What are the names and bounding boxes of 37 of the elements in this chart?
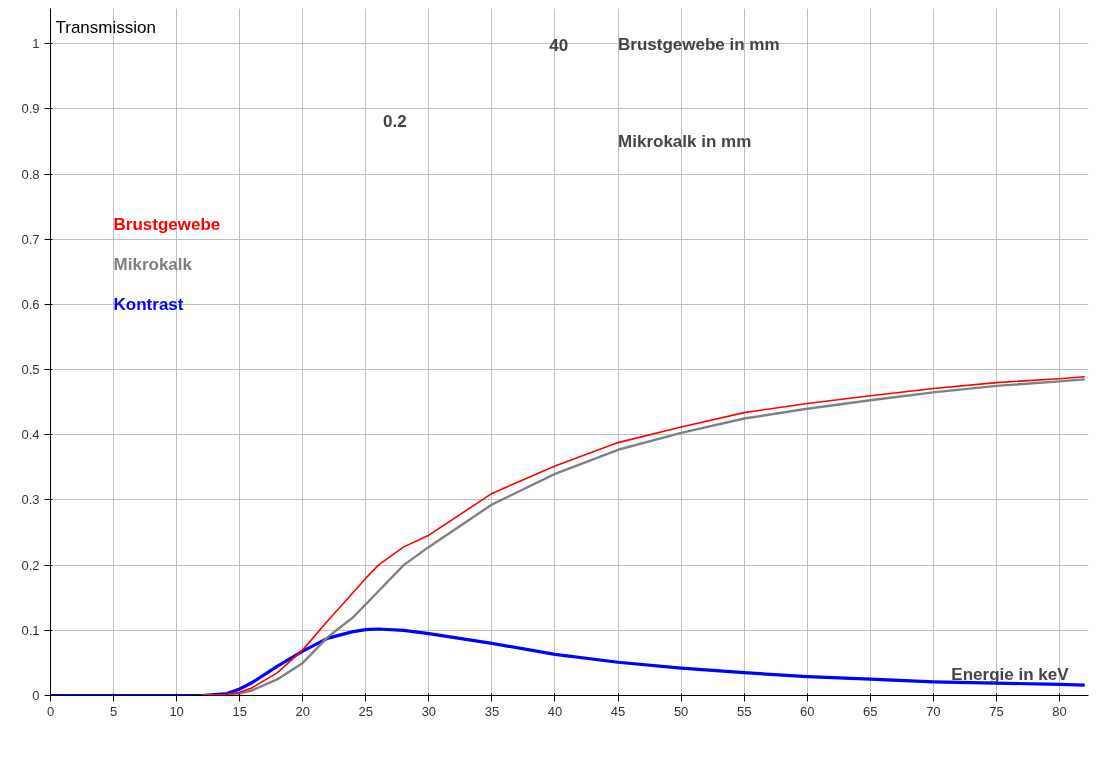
annotation: Mikrokalk in mm <box>618 131 752 151</box>
y-tick-label: 1 <box>32 36 40 52</box>
y-axis-title: Transmission <box>55 17 156 37</box>
y-tick-label: 0.4 <box>21 427 40 443</box>
y-tick-label: 0.5 <box>21 362 40 378</box>
y-tick-label: 0.9 <box>21 101 40 117</box>
y-tick-label: 0 <box>32 688 40 703</box>
x-tick-label: 75 <box>989 703 1004 719</box>
y-tick-label: 0.3 <box>21 492 40 508</box>
x-tick-label: 5 <box>109 703 118 719</box>
x-tick-label: 50 <box>673 703 689 719</box>
x-tick-label: 70 <box>926 703 941 719</box>
x-tick-label: 60 <box>800 703 815 719</box>
text: Brustgewebe <box>113 214 221 234</box>
x-tick-label: 55 <box>736 703 752 719</box>
x-tick-label: 0 <box>46 703 55 719</box>
x-tick-label: 40 <box>547 703 563 719</box>
x-axis-title: Energie in keV <box>951 664 1070 684</box>
y-tick-label: 0.7 <box>21 231 40 247</box>
x-tick-label: 45 <box>610 703 626 719</box>
x-tick-label: 80 <box>1052 703 1067 719</box>
annotation: 0.2 <box>383 111 407 131</box>
text: Mikrokalk <box>113 254 193 274</box>
x-tick-label: 65 <box>863 703 878 719</box>
annotation: Brustgewebe in mm <box>618 34 780 54</box>
x-tick-label: 10 <box>169 703 184 719</box>
y-tick-label: 0.1 <box>21 622 40 638</box>
x-tick-label: 30 <box>421 703 437 719</box>
y-tick-label: 0.6 <box>21 296 40 312</box>
y-tick-label: 0.8 <box>21 166 40 182</box>
x-tick-label: 25 <box>358 703 374 719</box>
x-tick-label: 20 <box>295 703 310 719</box>
annotation: 40 <box>549 35 569 55</box>
x-tick-label: 15 <box>232 703 247 719</box>
text: Kontrast <box>113 294 184 314</box>
x-tick-label: 35 <box>484 703 500 719</box>
y-tick-label: 0.2 <box>21 557 40 573</box>
